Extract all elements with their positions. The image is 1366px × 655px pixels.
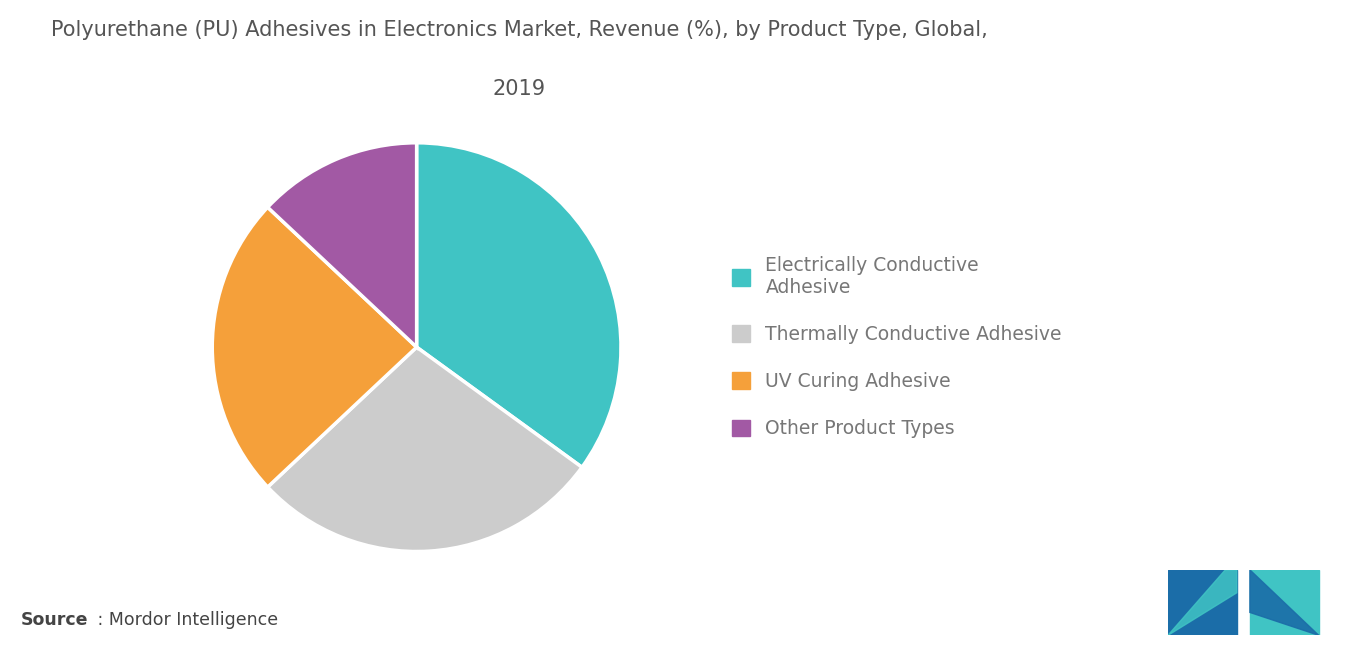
Wedge shape [417,143,622,467]
Text: Source: Source [20,611,87,629]
Wedge shape [268,347,582,552]
Text: Polyurethane (PU) Adhesives in Electronics Market, Revenue (%), by Product Type,: Polyurethane (PU) Adhesives in Electroni… [51,20,988,40]
Legend: Electrically Conductive
Adhesive, Thermally Conductive Adhesive, UV Curing Adhes: Electrically Conductive Adhesive, Therma… [723,246,1071,448]
Wedge shape [212,207,417,487]
Polygon shape [1250,570,1318,635]
Wedge shape [268,143,417,347]
Text: 2019: 2019 [493,79,545,99]
Polygon shape [1168,570,1236,635]
Polygon shape [1250,570,1318,635]
Polygon shape [1168,570,1236,635]
Text: : Mordor Intelligence: : Mordor Intelligence [92,611,277,629]
